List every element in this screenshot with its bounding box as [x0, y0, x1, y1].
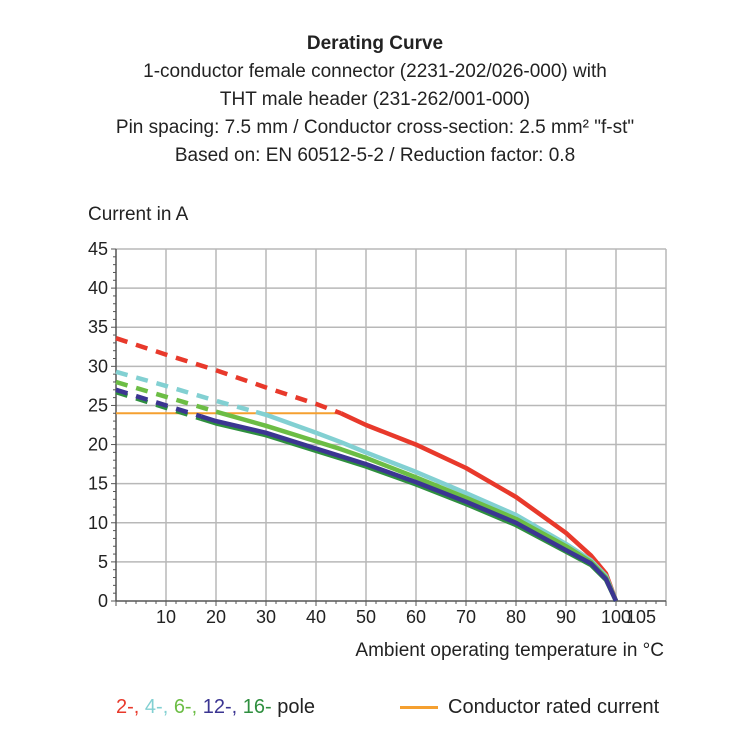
chart-subtitle-2: THT male header (231-262/001-000)	[219, 89, 531, 110]
legend-pole-suffix: pole	[277, 696, 316, 718]
series-16pole-dashed	[115, 389, 202, 421]
y-axis-label: Current in A	[88, 204, 189, 225]
y-tick-label: 20	[88, 435, 108, 455]
x-axis-label: Ambient operating temperature in °C	[355, 640, 664, 661]
legend-2-pole: 2-,	[116, 696, 140, 718]
y-tick-label: 40	[88, 278, 108, 298]
chart-title: Derating Curve	[306, 33, 444, 54]
x-tick-label: 100	[601, 607, 631, 627]
x-tick-label: 90	[556, 607, 576, 627]
chart-subtitle-4: Based on: EN 60512-5-2 / Reduction facto…	[174, 145, 576, 166]
x-tick-label: 50	[356, 607, 376, 627]
y-tick-label: 25	[88, 395, 108, 415]
legend-rated: Conductor rated current	[400, 696, 659, 719]
x-tick-label: 70	[456, 607, 476, 627]
x-tick-label: 60	[406, 607, 426, 627]
legend-rated-label: Conductor rated current	[448, 696, 660, 718]
series-6pole-dashed	[115, 379, 217, 414]
x-tick-label: 80	[506, 607, 526, 627]
chart-subtitle-1: 1-conductor female connector (2231-202/0…	[143, 61, 607, 82]
series-16pole-line	[200, 416, 619, 602]
legend-12-pole: 12-,	[202, 696, 238, 718]
legend-16-pole: 16-	[242, 696, 272, 718]
legend-6-pole: 6-,	[173, 696, 198, 718]
x-tick-label: 40	[306, 607, 326, 627]
y-tick-label: 0	[98, 591, 108, 611]
y-tick-label: 45	[88, 239, 108, 259]
y-tick-label: 35	[88, 317, 108, 337]
x-tick-label: 105	[626, 607, 656, 627]
x-tick-label: 30	[256, 607, 276, 627]
x-tick-label: 10	[156, 607, 176, 627]
x-tick-label: 20	[206, 607, 226, 627]
y-tick-label: 5	[98, 552, 108, 572]
y-tick-label: 15	[88, 474, 108, 494]
series-4pole-dashed	[115, 369, 257, 415]
legend-rated-swatch	[400, 706, 438, 709]
chart-subtitle-3: Pin spacing: 7.5 mm / Conductor cross-se…	[115, 117, 635, 138]
chart-titles: Derating Curve 1-conductor female connec…	[0, 30, 750, 170]
series-12pole-line	[200, 414, 619, 602]
y-tick-label: 10	[88, 513, 108, 533]
legend-poles: 2-, 4-, 6-, 12-, 16- pole	[116, 696, 315, 719]
y-tick-label: 30	[88, 356, 108, 376]
series-2pole-dashed	[115, 336, 342, 416]
series-12pole-dashed	[115, 387, 202, 419]
legend-4-pole: 4-,	[144, 696, 169, 718]
